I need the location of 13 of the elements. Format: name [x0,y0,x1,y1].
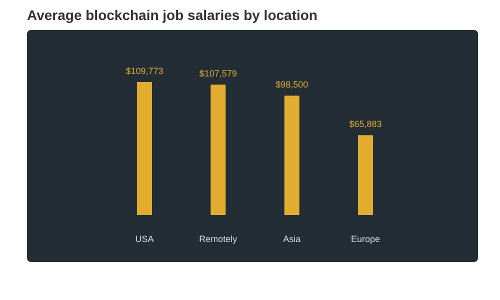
x-tick-label: Remotely [199,234,238,244]
data-label: $109,773 [126,66,164,76]
bar [358,135,374,215]
bar [284,96,300,215]
chart-title: Average blockchain job salaries by location [27,7,318,23]
data-label: $65,883 [349,119,382,130]
x-tick-label: Asia [283,234,301,244]
x-tick-label: USA [135,234,154,244]
bar [136,82,152,215]
data-label: $107,579 [199,68,237,79]
data-label: $98,500 [276,80,308,90]
bar [210,84,226,215]
x-tick-label: Europe [351,234,380,244]
